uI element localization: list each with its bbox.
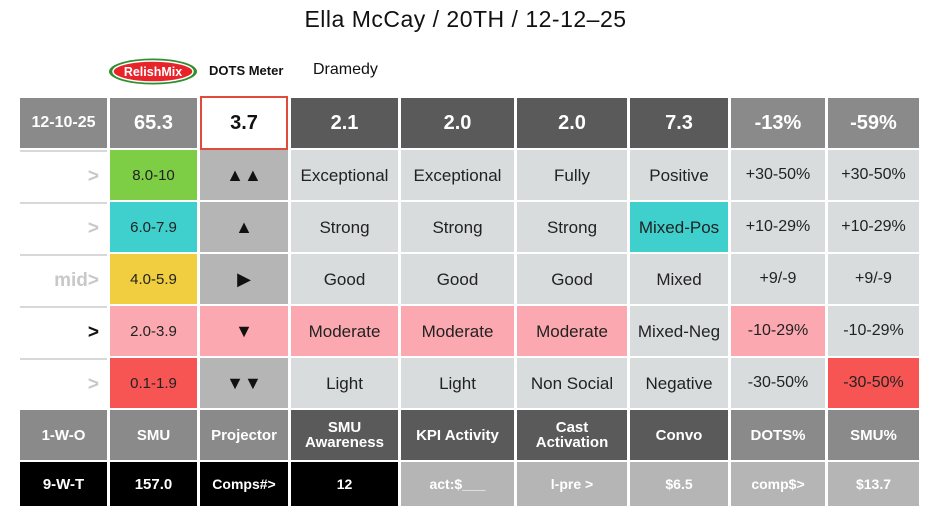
kpi-cell: Light [401,358,514,408]
convo-score-cell: 7.3 [630,98,728,148]
dots-pct-cell: +9/-9 [731,254,825,304]
dots-meter-label: DOTS Meter [209,63,284,78]
row-marker: > [20,358,107,408]
range-cell: 0.1-1.9 [110,358,197,408]
bottom-9wt: 9-W-T [20,462,107,506]
dots-pct-cell: -30-50% [731,358,825,408]
bottom-act: act:$___ [401,462,514,506]
bottom-awareness-value: 12 [291,462,398,506]
row-marker: > [20,150,107,200]
convo-cell: Mixed [630,254,728,304]
symbol-cell: ▼▼ [200,358,288,408]
row-marker: > [20,202,107,252]
convo-cell: Mixed-Pos [630,202,728,252]
smu-pct-cell: -10-29% [828,306,919,356]
smu-score-cell: 65.3 [110,98,197,148]
bottom-lpre: l-pre > [517,462,627,506]
bottom-convo-value: $6.5 [630,462,728,506]
convo-cell: Negative [630,358,728,408]
label-smu: SMU [110,410,197,460]
dots-pct-cell: +30-50% [731,150,825,200]
symbol-cell: ▲▲ [200,150,288,200]
symbol-cell: ▼ [200,306,288,356]
label-projector: Projector [200,410,288,460]
cast-cell: Fully [517,150,627,200]
awareness-cell: Light [291,358,398,408]
row-marker: mid> [20,254,107,304]
kpi-score-cell: 2.0 [401,98,514,148]
label-1wo: 1-W-O [20,410,107,460]
range-cell: 8.0-10 [110,150,197,200]
cast-cell: Good [517,254,627,304]
svg-text:RelishMix: RelishMix [124,65,182,79]
awareness-cell: Strong [291,202,398,252]
smu-pct-cell: +10-29% [828,202,919,252]
convo-cell: Mixed-Neg [630,306,728,356]
bottom-comp: comp$> [731,462,825,506]
label-smu-awareness: SMU Awareness [291,410,398,460]
bottom-comps: Comps#> [200,462,288,506]
awareness-cell: Moderate [291,306,398,356]
label-kpi-activity: KPI Activity [401,410,514,460]
dots-pct-cell: +10-29% [731,202,825,252]
dots-pct-cell: -13% [731,98,825,148]
symbol-cell: ▶ [200,254,288,304]
convo-cell: Positive [630,150,728,200]
genre-label: Dramedy [313,61,378,78]
range-cell: 2.0-3.9 [110,306,197,356]
dots-pct-cell: -10-29% [731,306,825,356]
kpi-cell: Good [401,254,514,304]
awareness-cell: Exceptional [291,150,398,200]
smu-pct-cell: +30-50% [828,150,919,200]
page-title: Ella McCay / 20TH / 12-12–25 [304,6,627,32]
cast-score-cell: 2.0 [517,98,627,148]
smu-pct-cell: +9/-9 [828,254,919,304]
label-cast-activation-line1: Cast [555,419,589,436]
label-dots-pct: DOTS% [731,410,825,460]
relishmix-logo: RelishMix [109,58,197,85]
row-marker: > [20,306,107,356]
symbol-cell: ▲ [200,202,288,252]
kpi-cell: Moderate [401,306,514,356]
bottom-smu-value: 157.0 [110,462,197,506]
label-cast-activation-line2: Activation [535,434,609,451]
cast-cell: Strong [517,202,627,252]
awareness-score-cell: 2.1 [291,98,398,148]
kpi-cell: Exceptional [401,150,514,200]
awareness-cell: Good [291,254,398,304]
label-cast-activation: Cast Activation [517,410,627,460]
label-smu-pct: SMU% [828,410,919,460]
smu-pct-cell: -59% [828,98,919,148]
label-smu-awareness-line2: Awareness [305,434,384,451]
range-cell: 4.0-5.9 [110,254,197,304]
date-cell: 12-10-25 [20,98,107,148]
label-smu-awareness-line1: SMU [327,419,362,436]
projector-score-cell: 3.7 [200,96,288,150]
cast-cell: Moderate [517,306,627,356]
range-cell: 6.0-7.9 [110,202,197,252]
kpi-cell: Strong [401,202,514,252]
bottom-smu-pct-value: $13.7 [828,462,919,506]
smu-pct-cell: -30-50% [828,358,919,408]
cast-cell: Non Social [517,358,627,408]
label-convo: Convo [630,410,728,460]
